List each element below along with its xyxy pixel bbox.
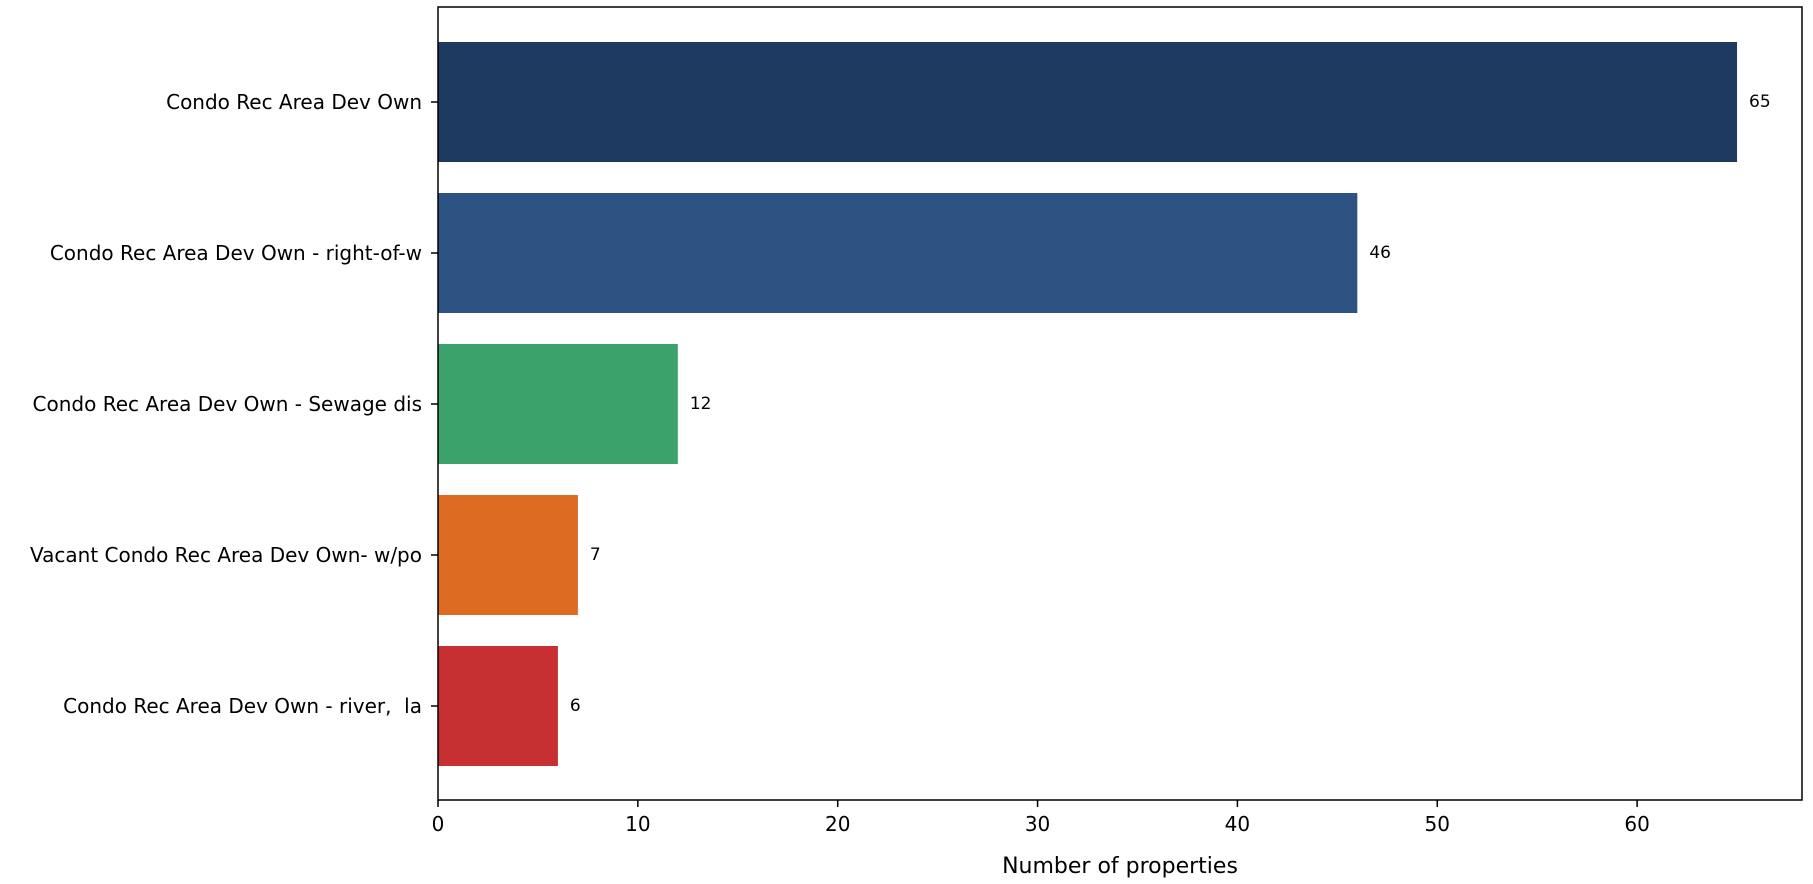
category-label: Condo Rec Area Dev Own [166, 90, 422, 114]
data-label: 12 [690, 394, 712, 414]
x-tick-label: 10 [625, 812, 650, 836]
bar-1 [438, 42, 1738, 162]
bar-3 [438, 344, 678, 464]
x-tick-label: 30 [1025, 812, 1050, 836]
data-label: 6 [570, 696, 581, 716]
data-label: 7 [590, 545, 601, 565]
x-tick-label: 0 [432, 812, 445, 836]
data-label: 46 [1369, 243, 1391, 263]
data-label: 65 [1749, 92, 1771, 112]
plot-frame [437, 6, 1803, 801]
x-tick-label: 60 [1624, 812, 1649, 836]
x-tick-label: 50 [1425, 812, 1450, 836]
category-label: Condo Rec Area Dev Own - Sewage dis [33, 392, 422, 416]
category-labels: Condo Rec Area Dev Own Condo Rec Area Dev… [30, 90, 438, 718]
data-labels: 65 46 12 7 6 [570, 92, 1771, 716]
category-label: Vacant Condo Rec Area Dev Own- w/po [30, 543, 422, 567]
bar-2 [438, 193, 1358, 313]
category-label: Condo Rec Area Dev Own - right-of-w [50, 241, 422, 265]
x-axis-label: Number of properties [1002, 854, 1238, 879]
bar-5 [438, 646, 558, 766]
x-tick-label: 40 [1225, 812, 1250, 836]
x-tick-label: 20 [825, 812, 850, 836]
x-axis-ticks: 0 10 20 30 40 50 60 [432, 800, 1650, 836]
bar-4 [438, 495, 578, 615]
category-label: Condo Rec Area Dev Own - river, la [63, 694, 422, 718]
bars-group [438, 42, 1738, 766]
